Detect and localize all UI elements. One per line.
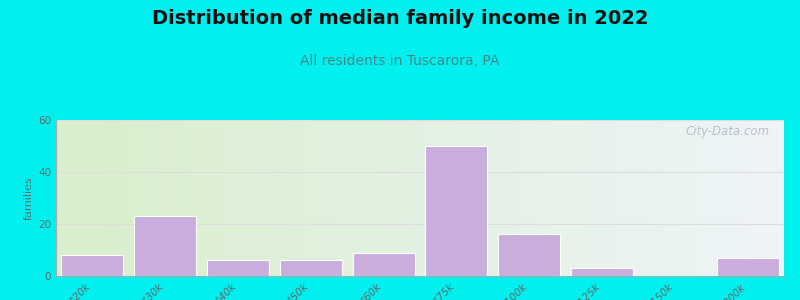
Text: Distribution of median family income in 2022: Distribution of median family income in …	[152, 9, 648, 28]
Bar	[280, 260, 342, 276]
Y-axis label: families: families	[24, 176, 34, 220]
Bar	[426, 146, 487, 276]
Text: All residents in Tuscarora, PA: All residents in Tuscarora, PA	[300, 54, 500, 68]
Bar	[717, 258, 778, 276]
Bar	[62, 255, 123, 276]
Text: City-Data.com: City-Data.com	[686, 125, 770, 138]
Bar	[353, 253, 414, 276]
Bar	[498, 234, 560, 276]
Bar	[571, 268, 633, 276]
Bar	[134, 216, 196, 276]
Bar	[207, 260, 269, 276]
